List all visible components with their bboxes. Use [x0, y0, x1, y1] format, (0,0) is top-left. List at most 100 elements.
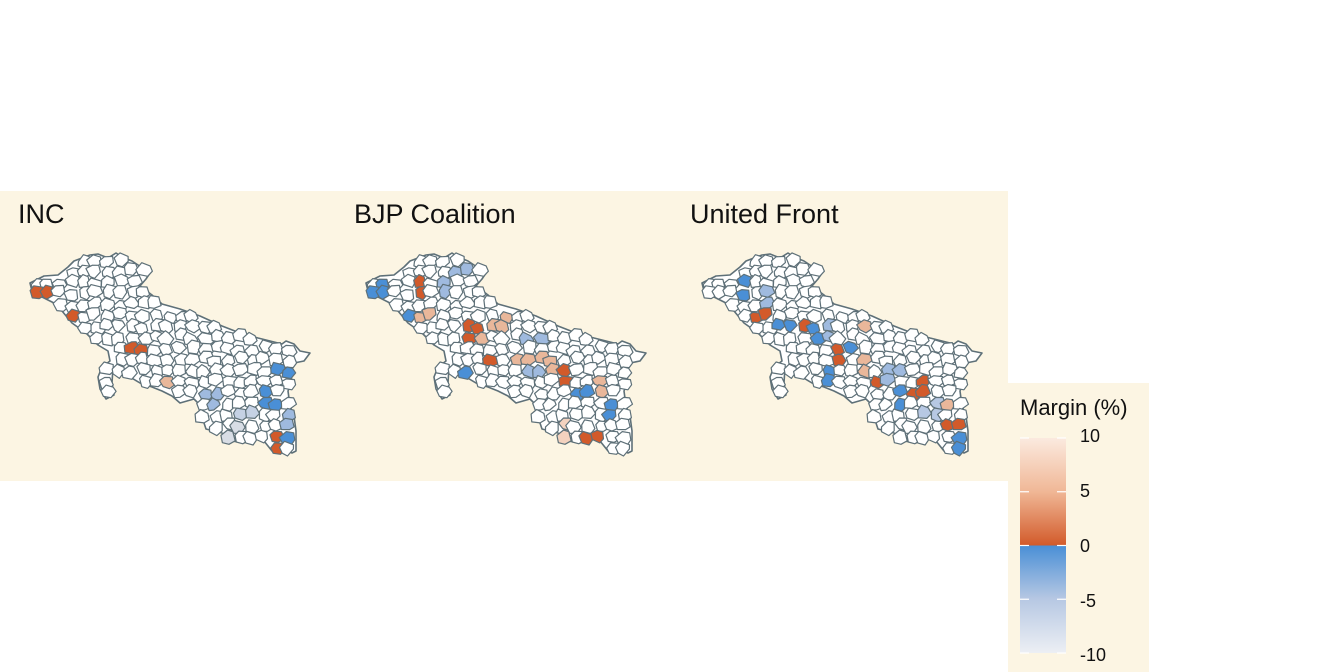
district: [737, 308, 753, 323]
district: [795, 261, 811, 276]
district: [941, 383, 957, 397]
district: [904, 363, 922, 377]
legend-tick-label: 10: [1080, 426, 1101, 446]
district: [281, 378, 297, 391]
district: [722, 284, 738, 298]
district: [458, 295, 477, 310]
district: [438, 283, 453, 300]
district: [927, 350, 943, 365]
district: [254, 429, 269, 444]
district: [483, 294, 498, 309]
district: [135, 262, 153, 277]
district: [278, 440, 295, 457]
district: [436, 384, 453, 399]
district: [892, 429, 908, 445]
district: [136, 361, 151, 376]
district-map: [701, 252, 983, 457]
district: [50, 284, 66, 298]
district: [819, 294, 834, 309]
district: [858, 339, 873, 355]
district: [139, 374, 154, 389]
district: [76, 321, 93, 335]
district: [64, 273, 80, 289]
district: [98, 361, 114, 376]
district: [761, 331, 778, 345]
district: [783, 306, 800, 320]
district: [171, 363, 187, 377]
district: [388, 297, 405, 312]
district: [281, 366, 297, 380]
district: [120, 365, 138, 380]
district: [605, 383, 621, 397]
legend-tick-label: -10: [1080, 645, 1107, 665]
district: [497, 364, 512, 377]
district: [85, 307, 101, 321]
district: [100, 384, 117, 399]
district: [735, 288, 751, 302]
district: [926, 429, 941, 444]
district: [425, 331, 442, 345]
district: [792, 365, 810, 380]
district: [365, 285, 381, 300]
district: [220, 384, 237, 398]
district: [591, 350, 607, 365]
district: [954, 354, 970, 369]
district: [39, 284, 54, 300]
district: [52, 297, 69, 312]
district: [111, 363, 126, 379]
district: [811, 374, 826, 389]
district: [278, 417, 295, 431]
district: [833, 364, 848, 377]
district: [448, 285, 464, 300]
district: [89, 331, 106, 345]
district: [917, 404, 933, 419]
facet-panels: INC BJP Coalition United Front: [0, 191, 1008, 481]
district: [518, 383, 534, 399]
district: [879, 372, 897, 387]
district: [184, 319, 201, 334]
district: [447, 306, 464, 320]
district: [147, 294, 162, 309]
district: [412, 321, 429, 335]
district: [206, 397, 221, 412]
district: [556, 429, 572, 445]
district: [386, 284, 402, 298]
district: [182, 383, 198, 399]
district: [892, 384, 909, 398]
district: [878, 397, 893, 412]
district: [421, 264, 438, 280]
district: [85, 264, 102, 280]
district: [232, 363, 250, 377]
district: [99, 317, 114, 331]
district: [808, 361, 823, 376]
district: [950, 440, 967, 457]
district: [494, 375, 512, 390]
district: [784, 285, 800, 300]
district: [556, 384, 573, 398]
district: [421, 307, 437, 321]
district: [102, 283, 117, 300]
district: [794, 295, 813, 310]
panel-inc: INC: [0, 191, 336, 481]
district: [475, 374, 490, 389]
district: [65, 308, 81, 323]
district: [401, 308, 417, 323]
district: [459, 261, 475, 276]
district: [736, 273, 752, 289]
district: [618, 354, 634, 369]
district: [953, 366, 969, 380]
district: [255, 350, 271, 365]
color-legend: Margin (%) 10 5 0 -5 -10: [1008, 383, 1149, 672]
district: [568, 363, 586, 377]
panel-bjp-coalition: BJP Coalition: [336, 191, 672, 481]
district: [866, 408, 882, 424]
district: [614, 417, 631, 431]
legend-title: Margin (%): [1020, 395, 1128, 420]
district: [581, 404, 597, 419]
district: [522, 339, 537, 355]
district: [856, 319, 873, 334]
district: [953, 378, 969, 391]
district: [507, 363, 523, 377]
district: [111, 306, 128, 320]
panel-united-front: United Front: [672, 191, 1008, 481]
